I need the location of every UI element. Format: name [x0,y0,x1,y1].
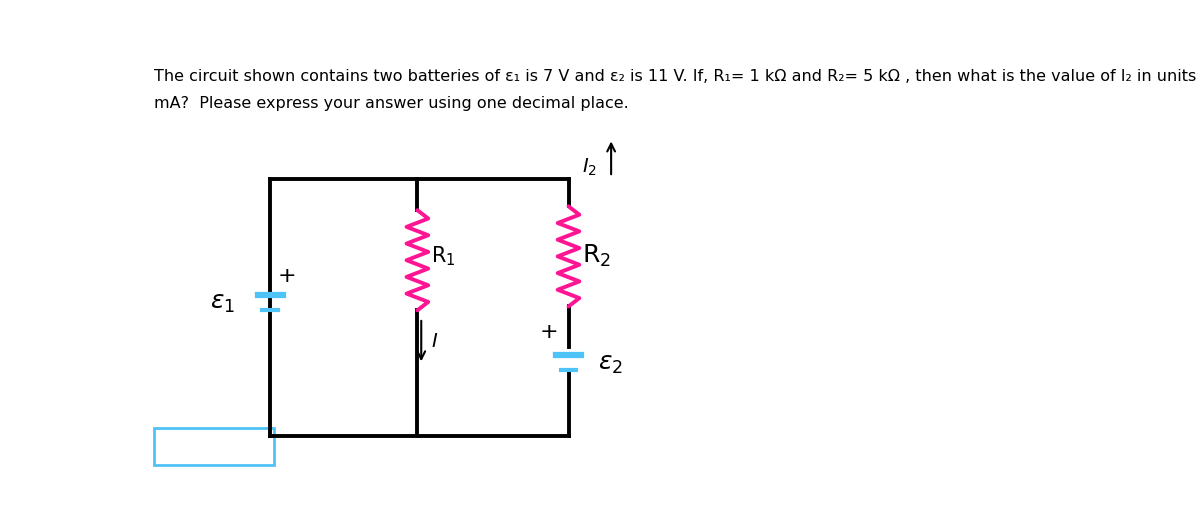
Text: +: + [540,322,558,342]
Text: $\varepsilon_2$: $\varepsilon_2$ [598,352,623,376]
Text: R$_1$: R$_1$ [431,245,456,268]
Text: +: + [278,266,296,286]
Text: $\varepsilon_1$: $\varepsilon_1$ [210,290,235,315]
Text: $I$: $I$ [431,331,438,351]
Text: R$_2$: R$_2$ [582,244,612,269]
Text: The circuit shown contains two batteries of ε₁ is 7 V and ε₂ is 11 V. If, R₁= 1 : The circuit shown contains two batteries… [154,69,1200,84]
Text: $I_2$: $I_2$ [582,157,596,178]
Text: mA?  Please express your answer using one decimal place.: mA? Please express your answer using one… [154,96,629,111]
Bar [154,428,274,465]
